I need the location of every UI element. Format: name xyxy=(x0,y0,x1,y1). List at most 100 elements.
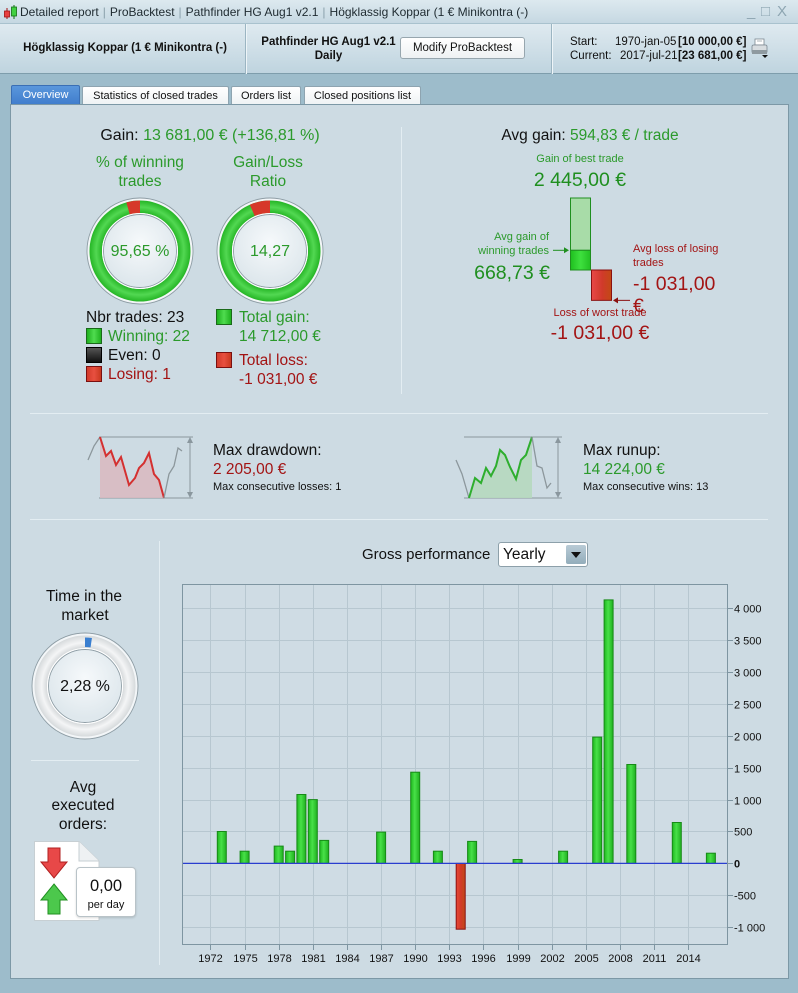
tab-overview[interactable]: Overview xyxy=(11,85,80,105)
y-tick-label: 4 000 xyxy=(734,604,762,616)
max-drawdown-label: Max drawdown: xyxy=(213,442,322,459)
max-consecutive-wins: Max consecutive wins: 13 xyxy=(583,481,709,493)
gross-performance-label: Gross performance xyxy=(362,546,491,563)
x-tick-label: 2005 xyxy=(574,953,598,965)
gauge-inner-rim xyxy=(102,213,178,289)
bar-gain xyxy=(319,839,330,864)
y-tick-label: 1 500 xyxy=(734,764,762,776)
buy-arrow-up-icon xyxy=(39,883,69,915)
gain-loss-ratio-gauge xyxy=(216,197,324,305)
modify-probacktest-button[interactable]: Modify ProBacktest xyxy=(400,37,525,59)
title-part: ProBacktest xyxy=(109,5,175,19)
gauge-loss-segment xyxy=(126,200,140,215)
time-in-market-title-line1: Time in the xyxy=(45,588,123,605)
close-button[interactable]: X xyxy=(777,3,788,20)
time-in-market-title-line2: market xyxy=(61,607,109,624)
x-tick-label: 1975 xyxy=(233,953,257,965)
bar-gain xyxy=(512,859,523,864)
max-runup-value: 14 224,00 € xyxy=(583,461,665,478)
x-tick-label: 2014 xyxy=(676,953,700,965)
minimize-button[interactable]: _ xyxy=(747,3,756,20)
avg-orders-value: 0,00 xyxy=(89,877,123,895)
avg-gain-value: 594,83 € / trade xyxy=(570,127,679,144)
bar-gain xyxy=(239,850,250,864)
tab-statistics-of-closed-trades[interactable]: Statistics of closed trades xyxy=(82,86,229,105)
gain-loss-ratio-title-line2: Ratio xyxy=(249,173,287,190)
sell-arrow-down-icon xyxy=(39,847,69,879)
x-tick-label: 1978 xyxy=(267,953,291,965)
bar-gain xyxy=(705,852,716,864)
title-part: Högklassig Koppar (1 € Minikontra (-) xyxy=(329,5,529,19)
maximize-button[interactable]: □ xyxy=(761,3,771,20)
total-gain-label: Total gain: xyxy=(239,309,310,326)
avg-orders-title-line1: Avg xyxy=(69,779,97,796)
gauge-inner-rim xyxy=(232,213,308,289)
max-runup-label: Max runup: xyxy=(583,442,661,459)
y-tick-label: 0 xyxy=(734,859,740,871)
avg-win-bar xyxy=(570,249,591,271)
gain-label: Gain: xyxy=(100,127,139,144)
chevron-down-icon[interactable] xyxy=(566,545,586,564)
avg-loss-label-line1: Avg loss of losing xyxy=(633,243,719,255)
winning-trades: Winning: 22 xyxy=(108,328,190,345)
period-select[interactable]: Yearly xyxy=(498,542,588,567)
x-tick-label: 1993 xyxy=(437,953,461,965)
x-tick-label: 1996 xyxy=(471,953,495,965)
avg-win-label-line2: winning trades xyxy=(478,245,549,257)
avg-loss-label-line2: trades xyxy=(633,257,664,269)
printer-icon[interactable] xyxy=(750,38,770,60)
bar-gain xyxy=(307,799,318,864)
column-section-divider xyxy=(31,760,139,761)
gain-value: 13 681,00 € (+136,81 %) xyxy=(143,127,320,144)
total-gain-swatch xyxy=(216,309,232,325)
x-tick-label: 2011 xyxy=(643,953,667,965)
total-loss-label: Total loss: xyxy=(239,352,308,369)
header-divider xyxy=(551,24,553,74)
bar-gain xyxy=(467,840,478,864)
losing-trades: Losing: 1 xyxy=(108,366,171,383)
y-tick-label: -500 xyxy=(734,891,756,903)
x-tick-label: 1990 xyxy=(403,953,427,965)
winning-pct-title-line2: trades xyxy=(118,173,162,190)
y-tick-label: 2 500 xyxy=(734,700,762,712)
title-part: Detailed report xyxy=(20,5,99,19)
avg-gain-line: Avg gain: 594,83 € / trade xyxy=(440,126,740,145)
gauge-inner-disc xyxy=(233,214,307,288)
avg-orders-title-line2: executed xyxy=(51,797,115,814)
y-tick-label: 3 500 xyxy=(734,636,762,648)
tab-orders-list[interactable]: Orders list xyxy=(231,86,301,105)
time-in-market-value: 2,28 % xyxy=(60,678,110,695)
bar-gain xyxy=(671,822,682,864)
avg-orders-value-box xyxy=(76,867,136,917)
avg-loss-value: -1 031,00 € xyxy=(633,273,716,317)
x-tick-label: 1987 xyxy=(369,953,393,965)
bar-gain xyxy=(216,831,227,864)
start-date: 1970-jan-05 xyxy=(615,36,677,48)
gain-loss-ratio-value: 14,27 xyxy=(249,243,291,260)
gauge-inner-rim xyxy=(47,648,123,724)
avg-loss-arrowhead xyxy=(613,297,618,304)
current-capital: [23 681,00 €] xyxy=(678,50,747,62)
section-divider xyxy=(30,519,768,520)
x-tick-label: 1972 xyxy=(198,953,222,965)
timeframe: Daily xyxy=(314,50,343,62)
winning-pct-title-line1: % of winning xyxy=(96,154,184,171)
even-legend-swatch xyxy=(86,347,102,363)
winning-pct-gauge xyxy=(86,197,194,305)
best-trade-label: Gain of best trade xyxy=(536,153,624,165)
current-date: 2017-jul-21 xyxy=(620,50,678,62)
total-loss-value: -1 031,00 € xyxy=(239,371,318,388)
instrument-name: Högklassig Koppar (1 € Minikontra (-) xyxy=(23,42,227,54)
winning-legend-swatch xyxy=(86,328,102,344)
avg-orders-unit: per day xyxy=(87,899,125,911)
avg-win-label-line1: Avg gain of xyxy=(494,231,549,243)
avg-win-value: 668,73 € xyxy=(474,262,550,284)
section-divider xyxy=(30,413,768,414)
gauge-loss-segment xyxy=(249,200,270,217)
app-candlestick-icon xyxy=(4,5,17,19)
best-trade-value: 2 445,00 € xyxy=(533,169,627,191)
even-trades: Even: 0 xyxy=(108,347,161,364)
bar-gain xyxy=(432,850,443,864)
tab-closed-positions-list[interactable]: Closed positions list xyxy=(304,86,421,105)
